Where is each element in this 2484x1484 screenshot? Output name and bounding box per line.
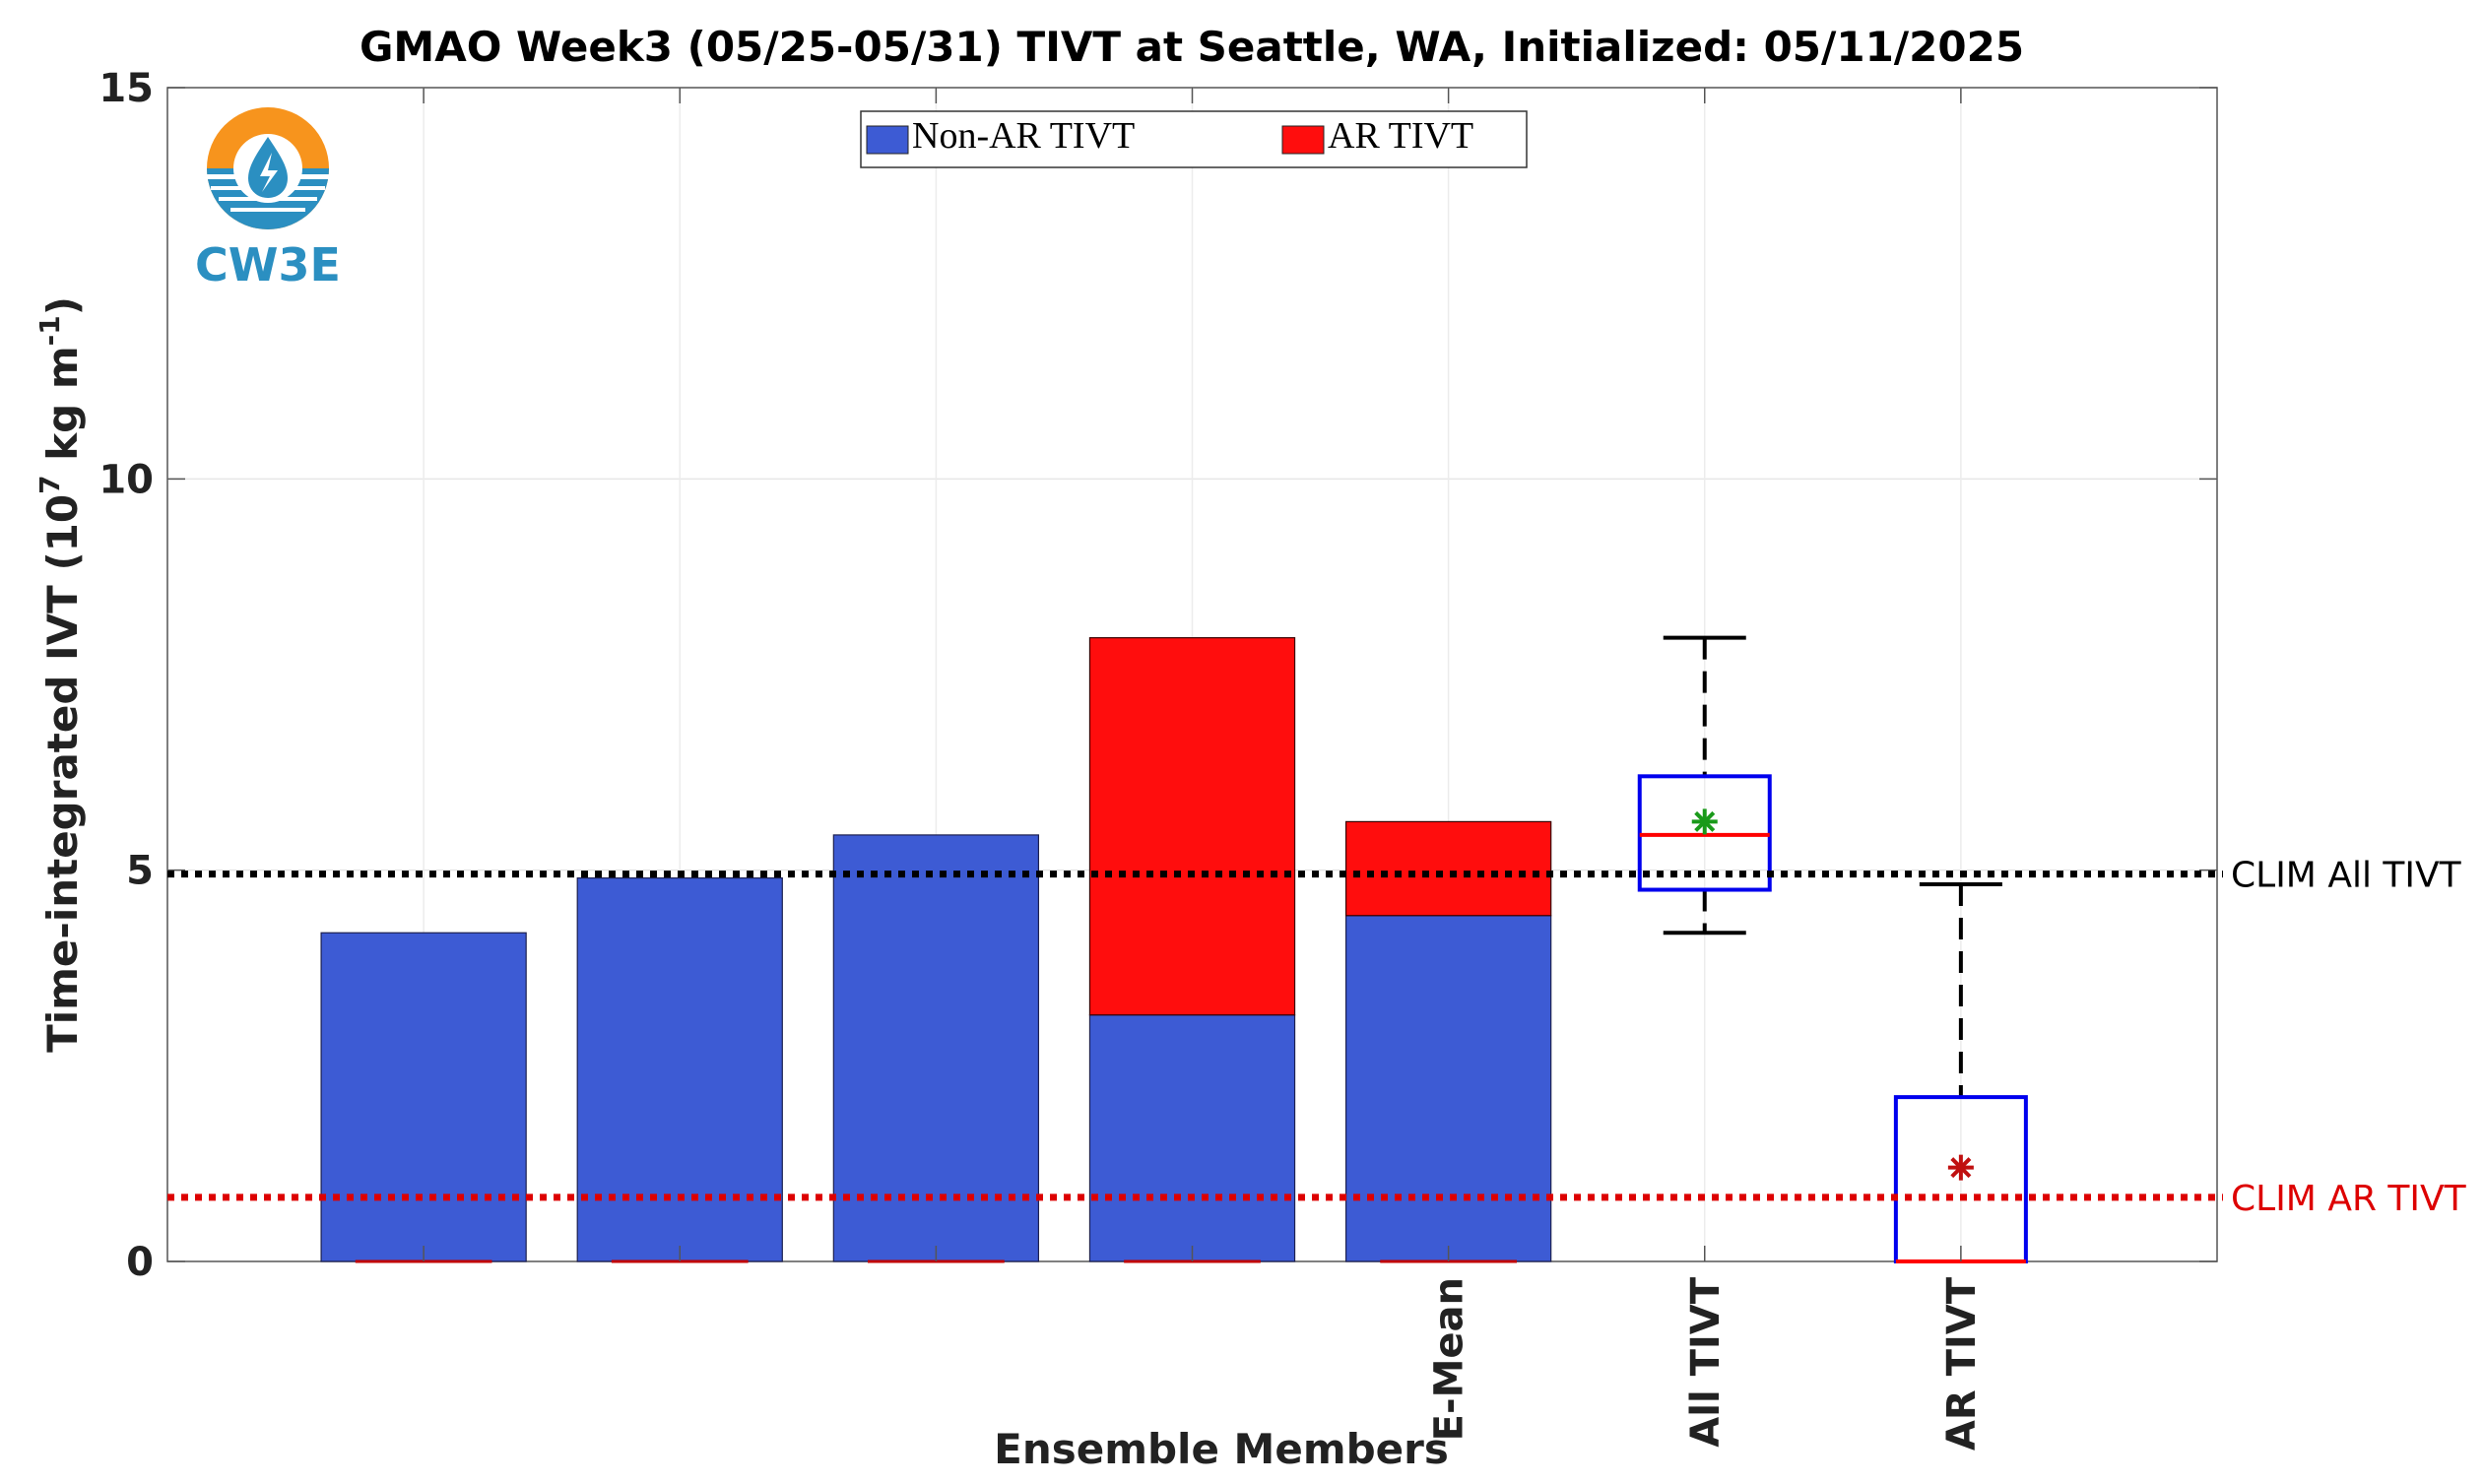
reference-line-label: CLIM AR TIVT — [2231, 1179, 2467, 1219]
bar-non-ar — [1088, 1014, 1296, 1262]
x-tick-label: AR TIVT — [1939, 1276, 1985, 1451]
x-axis-label: Ensemble Members — [994, 1425, 1449, 1473]
chart-title: GMAO Week3 (05/25-05/31) TIVT at Seattle… — [360, 23, 2024, 71]
reference-lines: CLIM All TIVT CLIM AR TIVT — [167, 856, 2467, 1219]
bars — [320, 637, 1552, 1263]
y-tick-label: 5 — [126, 849, 154, 894]
y-axis-label: Time-integrated IVT (107 kg m-1) — [33, 296, 87, 1053]
box-mean-marker — [1947, 1154, 1974, 1181]
legend: Non-AR TIVT AR TIVT — [860, 110, 1528, 168]
legend-swatch-ar — [1281, 125, 1325, 155]
bar-non-ar — [576, 877, 783, 1262]
legend-swatch-non-ar — [866, 125, 909, 155]
bar-non-ar — [320, 932, 527, 1262]
box-mean-marker — [1691, 808, 1718, 835]
x-tick-label: E-Mean — [1427, 1277, 1472, 1441]
cw3e-logo: CW3E — [195, 107, 341, 291]
bar-non-ar — [1344, 915, 1552, 1262]
boxplots — [1637, 635, 2028, 1263]
y-tick-label: 0 — [126, 1240, 154, 1285]
bar-non-ar — [832, 834, 1040, 1262]
bar-ar — [1088, 637, 1296, 1016]
bar-ar — [1344, 820, 1552, 917]
y-axis-ticks: 0 5 10 15 — [98, 66, 2217, 1285]
x-tick-label: All TIVT — [1683, 1276, 1729, 1447]
legend-label-ar: AR TIVT — [1328, 115, 1473, 157]
logo-text: CW3E — [195, 238, 341, 291]
y-tick-label: 15 — [98, 66, 154, 111]
legend-label-non-ar: Non-AR TIVT — [912, 115, 1135, 157]
x-axis-ticks: E-Mean All TIVT AR TIVT — [423, 88, 1985, 1451]
reference-line-label: CLIM All TIVT — [2231, 856, 2462, 896]
y-tick-label: 10 — [98, 457, 154, 502]
